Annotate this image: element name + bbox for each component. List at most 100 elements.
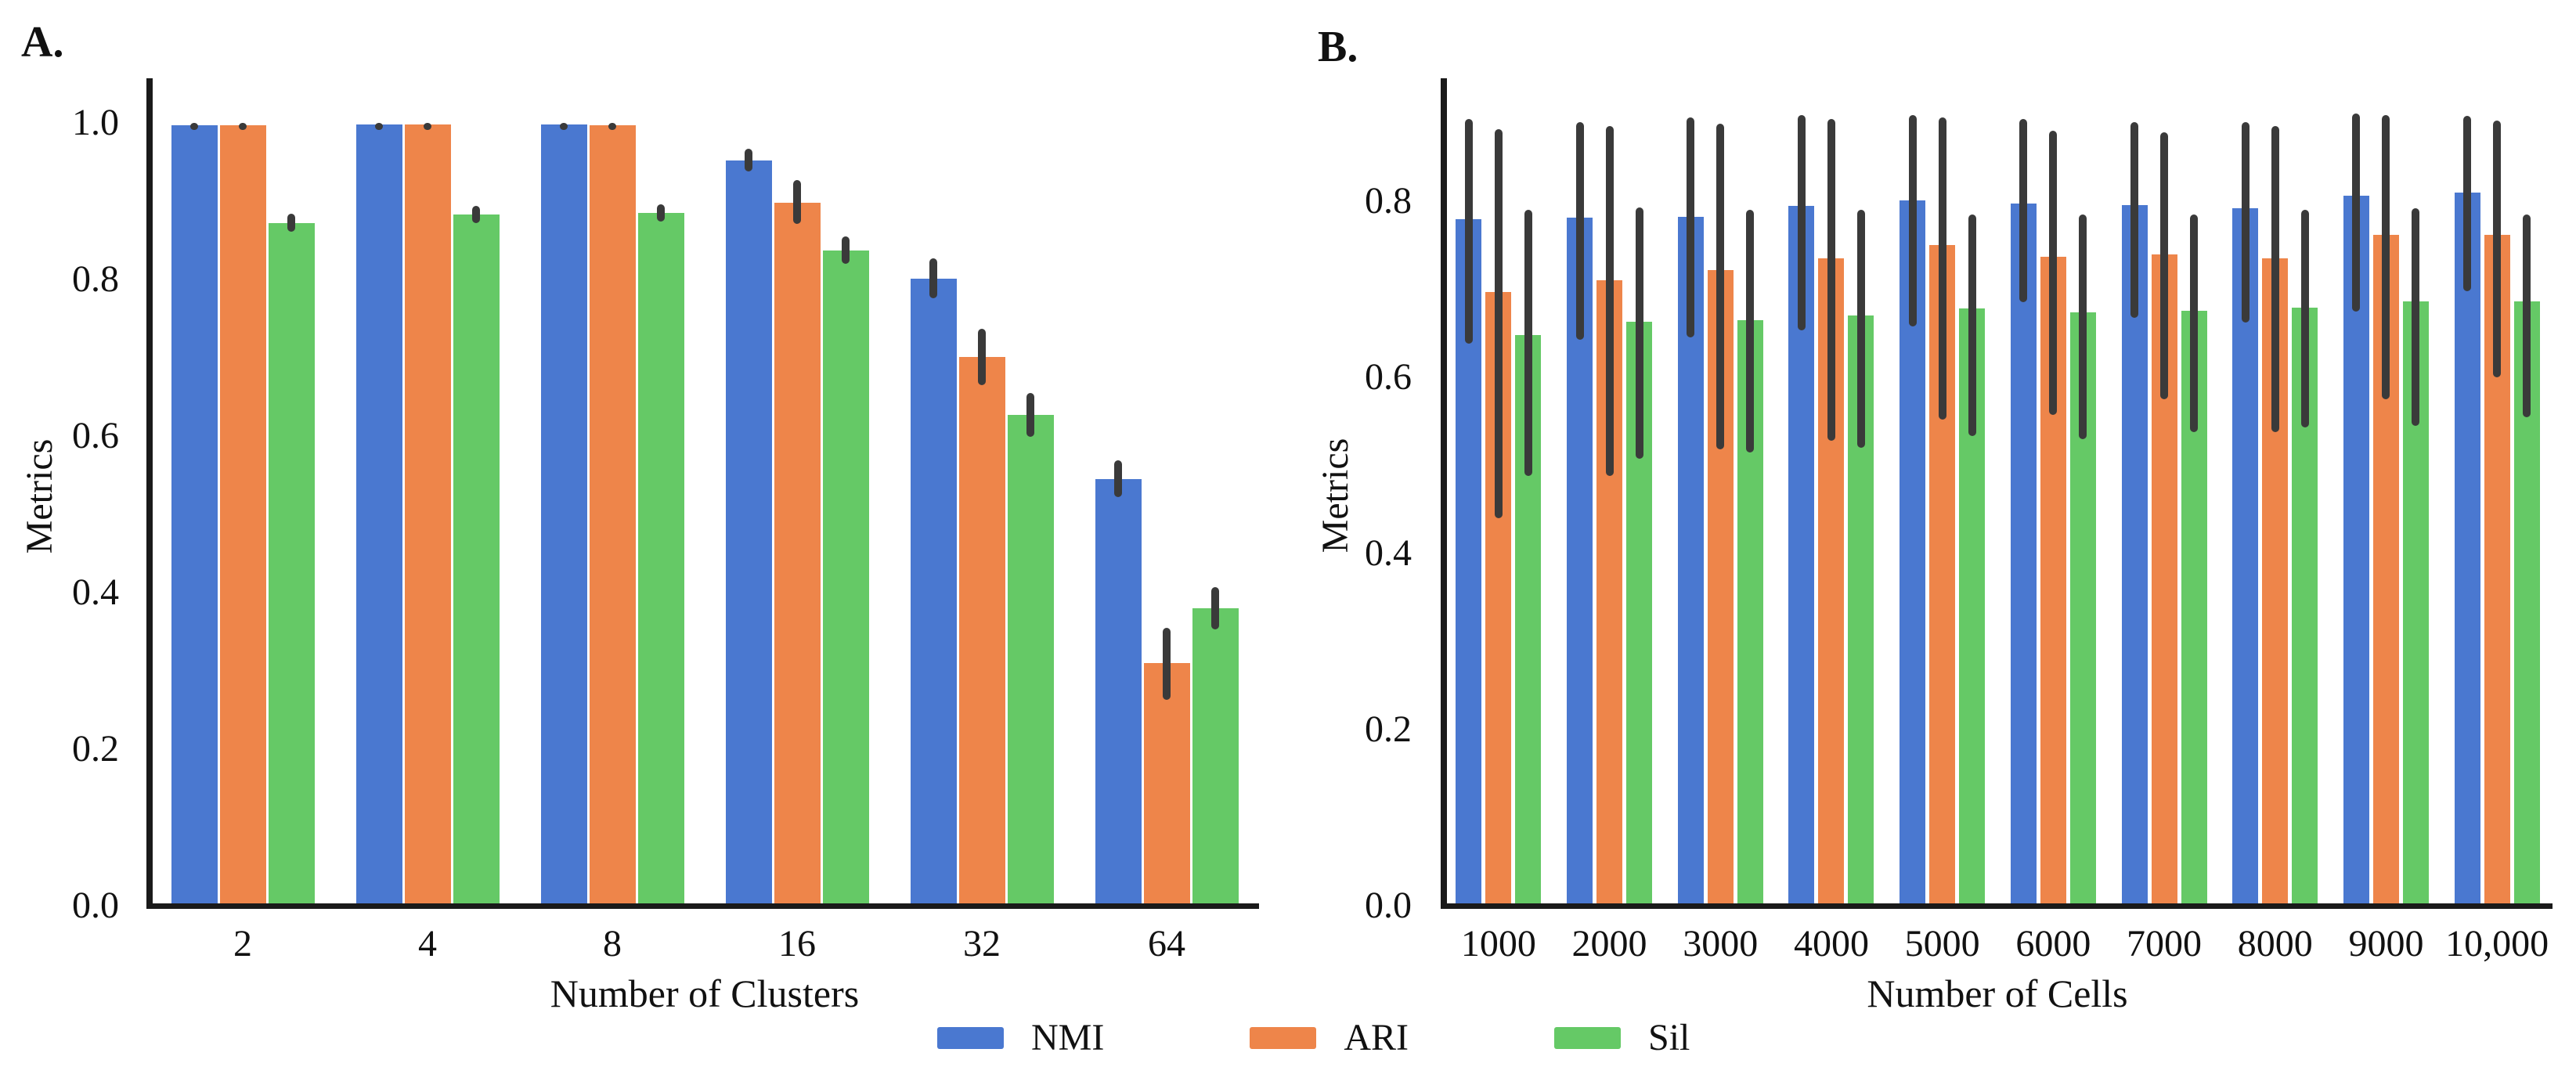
bar-ari-16 <box>774 203 821 906</box>
error-bar-sil-3000 <box>1746 210 1755 452</box>
y-tick-label: 1.0 <box>72 102 119 143</box>
error-bar-ari-10,000 <box>2493 120 2502 377</box>
error-bar-ari-9000 <box>2382 114 2390 400</box>
bar-ari-8 <box>589 125 636 906</box>
error-bar-nmi-3000 <box>1687 117 1695 338</box>
y-tick-label: 0.8 <box>1365 180 1412 222</box>
x-tick-label: 64 <box>1148 923 1185 964</box>
error-bar-sil-2000 <box>1635 207 1643 459</box>
x-tick-label: 3000 <box>1683 923 1759 964</box>
error-bar-ari-64 <box>1163 628 1171 700</box>
error-bar-sil-16 <box>842 236 850 264</box>
error-bar-sil-4000 <box>1856 210 1865 448</box>
y-tick-label: 0.0 <box>1365 885 1412 926</box>
error-bar-nmi-10,000 <box>2463 115 2472 291</box>
error-bar-nmi-1000 <box>1464 119 1473 344</box>
error-bar-nmi-64 <box>1114 460 1122 497</box>
bar-nmi-9000 <box>2343 196 2369 906</box>
x-tick-label: 4000 <box>1793 923 1869 964</box>
x-tick-label: 9000 <box>2348 923 2424 964</box>
error-bar-nmi-16 <box>745 149 752 171</box>
x-tick-label: 6000 <box>2015 923 2091 964</box>
bar-nmi-8 <box>540 124 587 906</box>
error-bar-nmi-6000 <box>2019 119 2028 303</box>
y-axis-spine <box>146 78 153 909</box>
y-tick-label: 0.4 <box>72 571 119 613</box>
bar-nmi-32 <box>910 279 957 906</box>
x-tick-label: 1000 <box>1460 923 1536 964</box>
error-bar-ari-2000 <box>1605 126 1614 476</box>
x-tick-label: 16 <box>778 923 816 964</box>
error-bar-nmi-5000 <box>1908 114 1917 326</box>
error-bar-ari-8 <box>608 123 616 130</box>
error-bar-sil-64 <box>1211 587 1219 629</box>
legend-item-ari: ARI <box>1250 1019 1409 1057</box>
error-bar-sil-5000 <box>1968 214 1976 437</box>
bar-nmi-6000 <box>2010 204 2037 906</box>
panel-a-title: A. <box>21 18 64 67</box>
error-bar-nmi-4000 <box>1797 114 1806 331</box>
bar-sil-32 <box>1007 415 1054 906</box>
error-bar-sil-1000 <box>1524 210 1532 476</box>
x-tick-label: 8000 <box>2237 923 2313 964</box>
error-bar-sil-2 <box>287 214 295 232</box>
bar-ari-4 <box>404 124 451 906</box>
legend-label-sil: Sil <box>1648 1017 1690 1058</box>
bar-nmi-16 <box>725 160 772 906</box>
error-bar-ari-16 <box>793 180 801 224</box>
error-bar-ari-5000 <box>1938 117 1946 420</box>
bar-nmi-8000 <box>2232 208 2259 906</box>
x-axis-spine <box>146 903 1259 909</box>
x-axis-spine <box>1441 903 2553 909</box>
error-bar-sil-4 <box>472 206 480 223</box>
x-tick-label: 32 <box>963 923 1001 964</box>
error-bar-ari-8000 <box>2271 126 2279 432</box>
bar-nmi-64 <box>1095 479 1142 906</box>
panel-a-x-axis-label: Number of Clusters <box>550 971 860 1015</box>
bar-sil-16 <box>822 251 869 906</box>
legend-swatch-sil <box>1554 1027 1621 1049</box>
x-tick-label: 5000 <box>1904 923 1980 964</box>
error-bar-nmi-32 <box>929 258 937 298</box>
legend-swatch-nmi <box>937 1027 1004 1049</box>
y-axis-spine <box>1441 78 1447 909</box>
error-bar-nmi-9000 <box>2352 113 2361 312</box>
error-bar-sil-7000 <box>2190 214 2199 432</box>
error-bar-ari-2 <box>239 123 247 130</box>
error-bar-ari-1000 <box>1494 128 1503 518</box>
bar-nmi-2 <box>171 125 218 906</box>
y-tick-label: 0.6 <box>72 415 119 456</box>
error-bar-sil-8000 <box>2300 210 2309 428</box>
error-bar-sil-9000 <box>2412 208 2420 426</box>
panel-b-title: B. <box>1318 23 1358 71</box>
bar-sil-4 <box>453 214 500 906</box>
x-tick-label: 7000 <box>2127 923 2203 964</box>
panel-b-x-axis-label: Number of Cells <box>1867 971 2128 1015</box>
error-bar-nmi-2 <box>190 123 198 130</box>
legend-label-nmi: NMI <box>1031 1017 1105 1058</box>
y-tick-label: 0.0 <box>72 885 119 926</box>
legend-item-sil: Sil <box>1554 1019 1690 1057</box>
bar-sil-64 <box>1192 608 1239 906</box>
error-bar-ari-6000 <box>2049 131 2058 416</box>
bar-ari-2 <box>219 125 266 906</box>
error-bar-sil-6000 <box>2079 214 2087 439</box>
error-bar-sil-32 <box>1026 393 1034 437</box>
y-tick-label: 0.2 <box>1365 708 1412 750</box>
error-bar-nmi-4 <box>375 123 383 130</box>
error-bar-ari-4 <box>424 123 431 130</box>
y-tick-label: 0.2 <box>72 728 119 770</box>
bar-nmi-7000 <box>2121 204 2148 906</box>
error-bar-sil-10,000 <box>2523 214 2531 417</box>
error-bar-nmi-8000 <box>2241 121 2249 323</box>
legend: NMI ARI Sil <box>937 1019 1690 1057</box>
x-tick-label: 2000 <box>1571 923 1647 964</box>
x-tick-label: 8 <box>603 923 622 964</box>
bar-nmi-10,000 <box>2454 192 2480 906</box>
bar-nmi-4 <box>355 124 402 906</box>
error-bar-nmi-8 <box>560 123 568 130</box>
legend-label-ari: ARI <box>1344 1017 1409 1058</box>
error-bar-ari-7000 <box>2160 132 2169 400</box>
error-bar-nmi-7000 <box>2130 121 2139 318</box>
